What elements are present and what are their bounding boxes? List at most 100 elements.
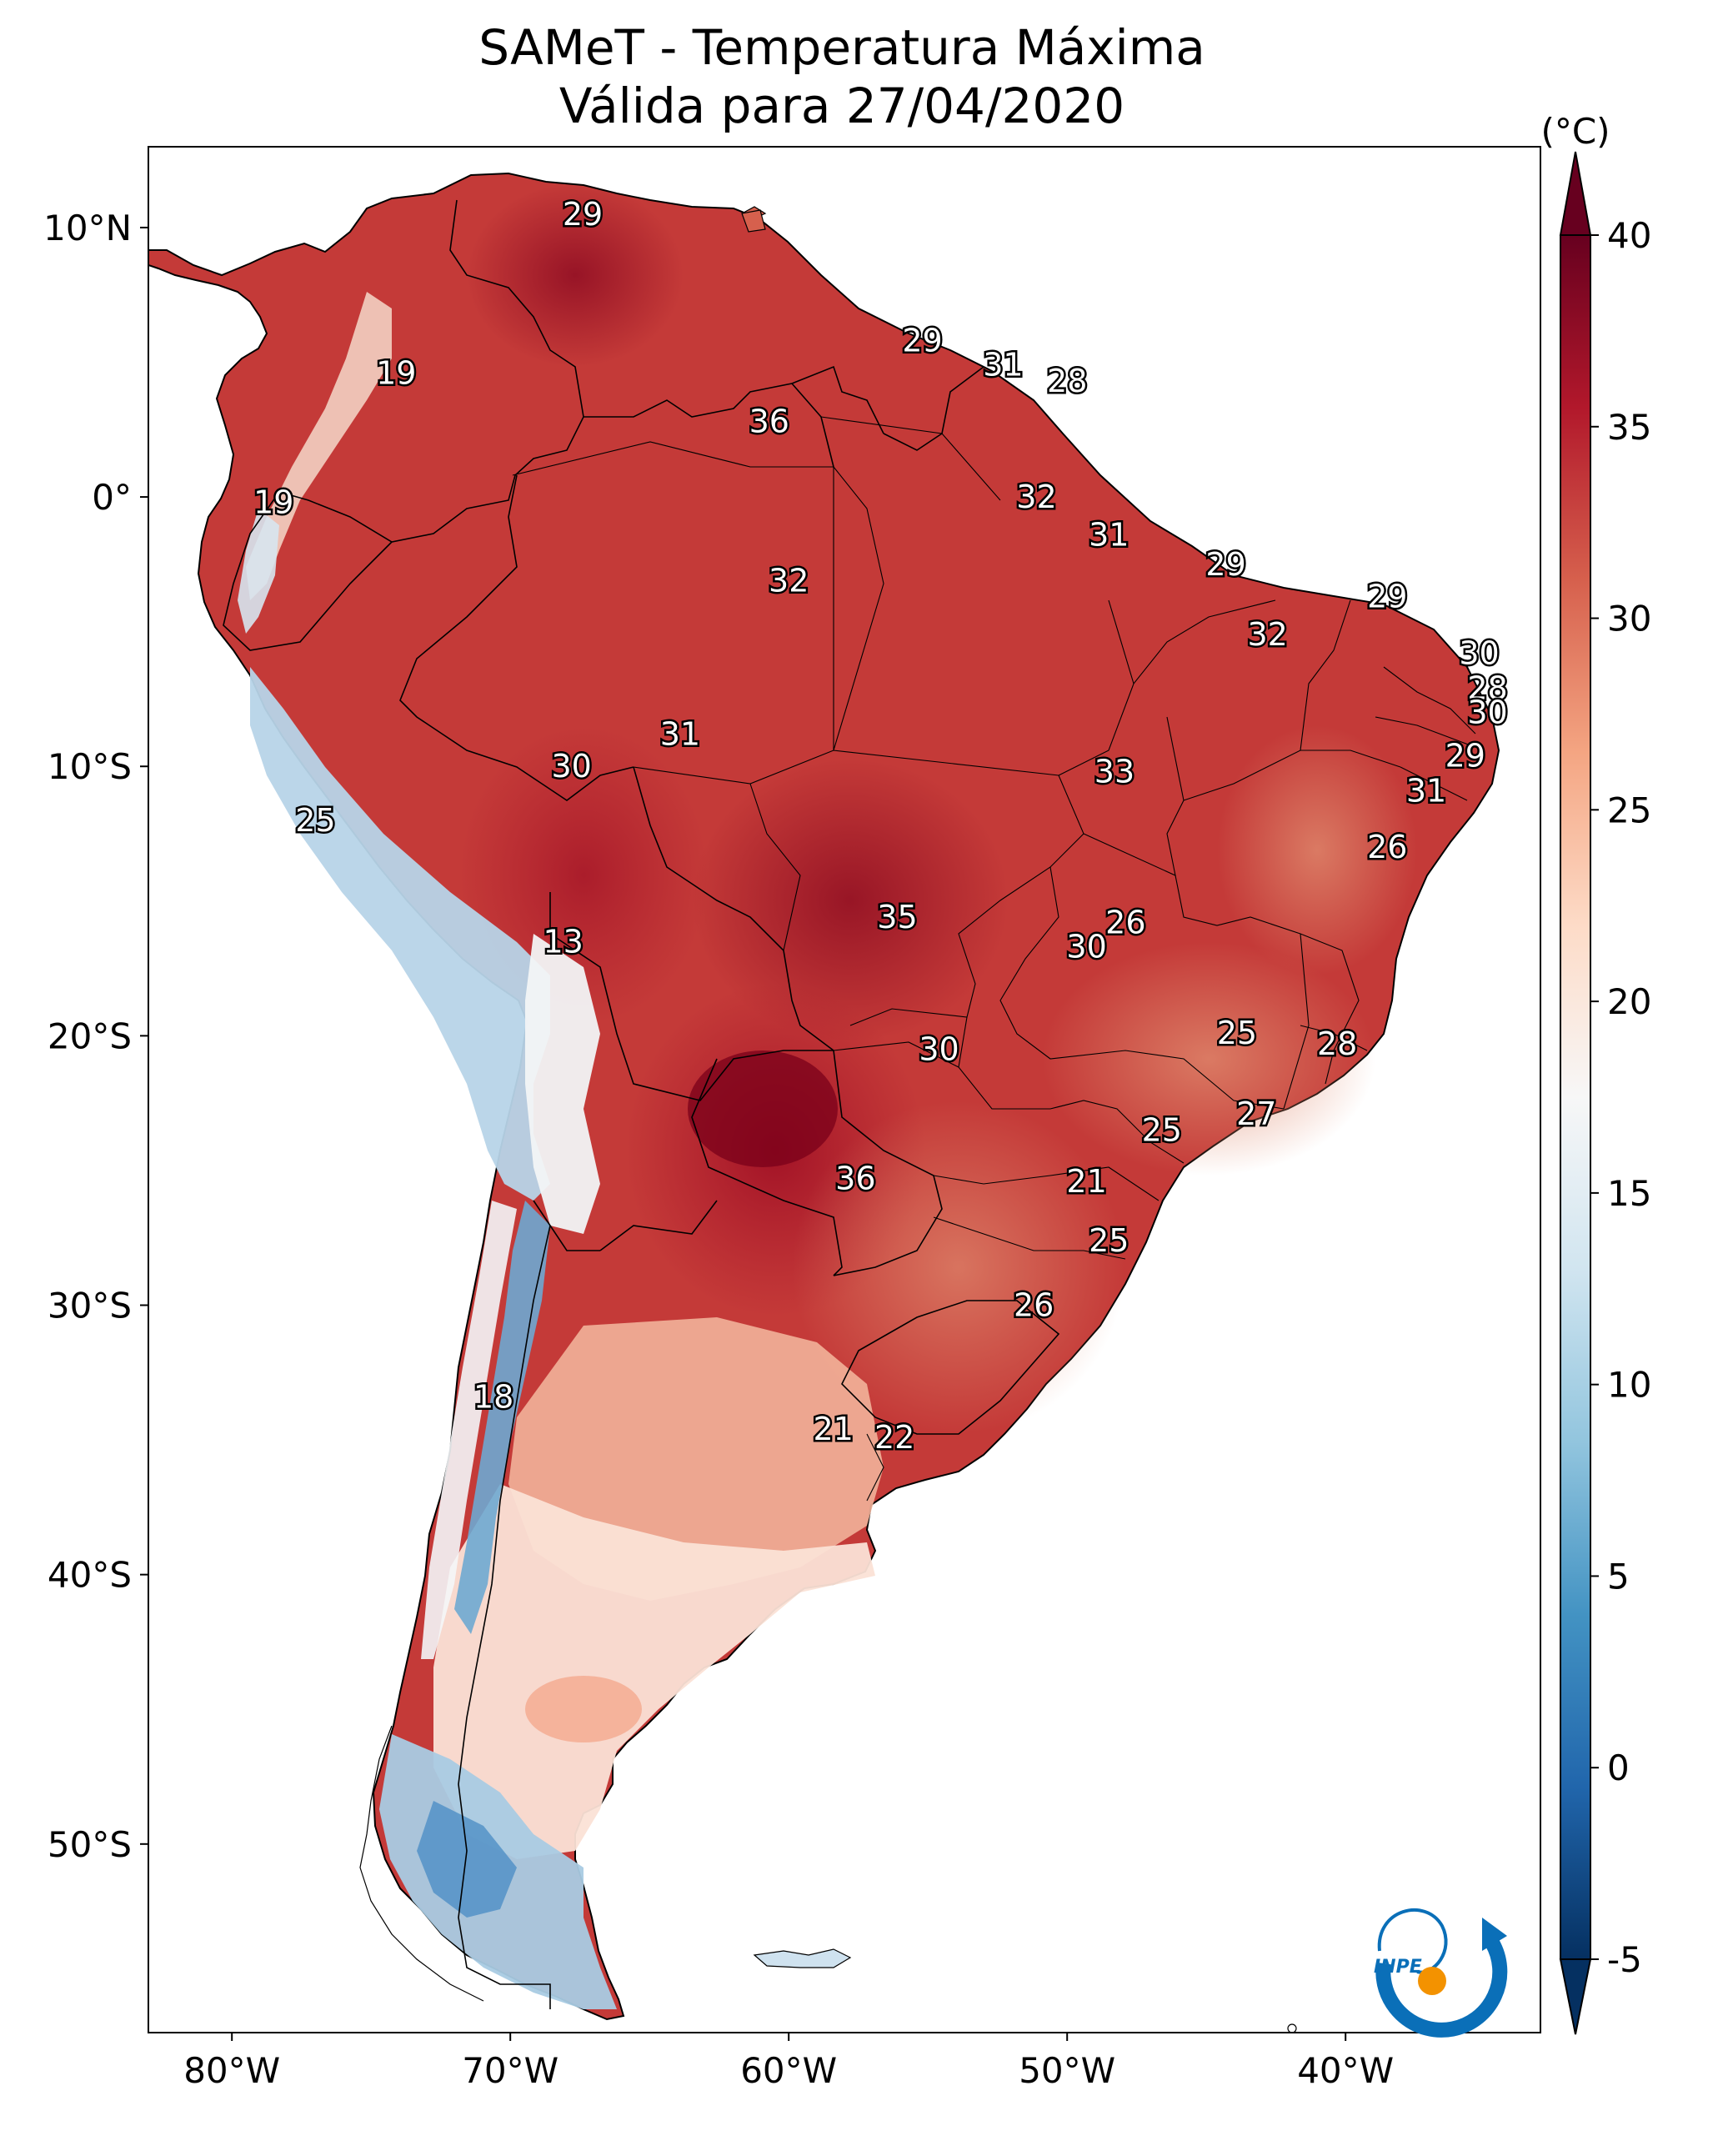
lat-tick-label: 0° [92,477,132,518]
lon-tick-label: 60°W [740,2050,837,2091]
city-temperature-label: 25 [1142,1111,1182,1148]
title-line-2: Válida para 27/04/2020 [558,78,1125,134]
andes-central-cool [250,667,550,1201]
city-temperature-label: 21 [813,1411,853,1447]
city-temperature-label: 19 [253,484,293,521]
city-temperature-label: 30 [1467,694,1507,731]
city-temperature-label: 31 [660,715,700,752]
fjord-coastline [359,1725,484,2002]
map-frame [148,146,1541,2033]
city-temperature-label: 22 [874,1419,914,1456]
colorbar-tick-label: -5 [1607,1939,1642,1980]
lon-tick-label: 50°W [1019,2050,1115,2091]
city-temperature-label: 32 [1016,479,1056,515]
lat-tick-label: 40°S [48,1555,132,1596]
patagonia-north-zone [433,1484,875,1859]
city-temperature-label: 28 [1467,670,1507,707]
lon-tick-label: 70°W [462,2050,558,2091]
colorbar-unit: (°C) [1540,111,1610,152]
heat-spot-venezuela [467,183,684,367]
map-area [148,172,1500,2033]
colorbar-extend-min [1559,1958,1592,2035]
city-temperature-label: 31 [1089,516,1129,553]
city-temperature-label: 30 [1066,929,1106,965]
city-temperature-label: 29 [1445,737,1485,774]
heat-spot-pantanal [688,1050,838,1167]
city-temperature-label: 18 [473,1378,513,1415]
colorbar-tick-label: 5 [1607,1556,1630,1597]
city-temperature-label: 31 [983,347,1023,384]
city-temperature-label: 29 [1205,546,1245,583]
city-temperature-label: 33 [1094,754,1134,790]
colorbar-ticks: 40 35 30 25 20 15 10 5 0 -5 [1590,215,1651,1980]
city-temperature-label: 26 [1367,829,1407,865]
andes-ecuador-cool [238,509,279,634]
city-temperature-label: 29 [563,196,603,233]
city-temperature-label: 25 [1089,1222,1129,1259]
longitude-axis: 80°W 70°W 60°W 50°W 40°W [183,2033,1394,2091]
lat-tick-label: 20°S [48,1015,132,1056]
state-borders [512,416,1485,1502]
inpe-logo-text: INPE [1374,1957,1422,1978]
islands [741,206,1297,2033]
lat-tick-label: 10°S [48,746,132,787]
colorbar-body [1560,234,1591,1960]
andes-south-cool [454,1201,550,1634]
city-temperature-label: 31 [1406,772,1446,809]
lon-tick-label: 80°W [183,2050,280,2091]
inpe-logo-dot [1418,1967,1446,1995]
inpe-logo-arc [1375,1938,1508,2038]
city-temperature-label: 30 [919,1031,959,1068]
colorbar-extend-max [1559,151,1592,236]
city-temperature-label: 30 [552,748,592,785]
colorbar-tick-label: 15 [1607,1173,1651,1214]
patagonia-deep-cold [417,1801,517,1918]
city-temperature-label: 26 [1105,905,1145,941]
city-temperature-label: 36 [749,404,789,440]
colorbar: (°C) 40 35 30 25 20 15 10 5 0 -5 [1540,111,1651,2035]
lat-tick-label: 10°N [43,208,132,248]
city-temperature-label: 25 [1217,1015,1257,1051]
city-temperature-label: 27 [1236,1096,1276,1132]
title-line-1: SAMeT - Temperatura Máxima [478,19,1205,76]
city-temperature-label: 19 [376,354,416,391]
colorbar-tick-label: 10 [1607,1365,1651,1406]
city-temperature-label: 29 [1367,579,1407,615]
city-temperature-label: 35 [877,899,917,935]
heat-spot-mato-grosso [692,759,1009,1042]
city-temperature-label: 28 [1047,363,1087,399]
chile-coast-white [421,1201,517,1659]
city-temperature-label: 25 [295,802,335,839]
city-temperature-label: 32 [769,562,809,599]
inpe-logo-arrow [1482,1918,1507,1951]
country-borders [223,199,1060,2009]
city-temperature-label: 30 [1459,635,1499,672]
colorbar-tick-label: 0 [1607,1747,1630,1788]
patagonia-warm-spot [525,1676,642,1742]
inpe-logo-swirl [1377,1908,1448,1974]
latitude-axis: 10°N 0° 10°S 20°S 30°S 40°S 50°S [43,208,148,1865]
lat-tick-label: 30°S [48,1286,132,1326]
colorbar-tick-label: 40 [1607,215,1651,256]
andes-north-cool [246,292,392,600]
colorbar-tick-label: 20 [1607,981,1651,1022]
colorbar-tick-label: 25 [1607,790,1651,830]
lon-tick-label: 40°W [1297,2050,1394,2091]
map-title: SAMeT - Temperatura Máxima Válida para 2… [146,18,1538,135]
city-temperature-label: 26 [1014,1287,1054,1324]
city-temperature-label: 32 [1248,616,1288,653]
colorbar-tick-label: 35 [1607,407,1651,448]
city-temperature-label: 28 [1317,1025,1357,1062]
city-temperature-label: 29 [902,323,942,359]
city-temperature-label: 13 [543,923,583,960]
colorbar-tick-label: 30 [1607,599,1651,639]
warm-zone-south [792,1101,1125,1434]
altiplano-white [525,934,600,1234]
city-temperature-label: 36 [835,1161,875,1197]
warm-zone-northeast [1217,725,1417,975]
lat-tick-label: 50°S [48,1824,132,1865]
inpe-logo: INPE [1374,1908,1508,2038]
city-temperature-label: 21 [1066,1163,1106,1200]
